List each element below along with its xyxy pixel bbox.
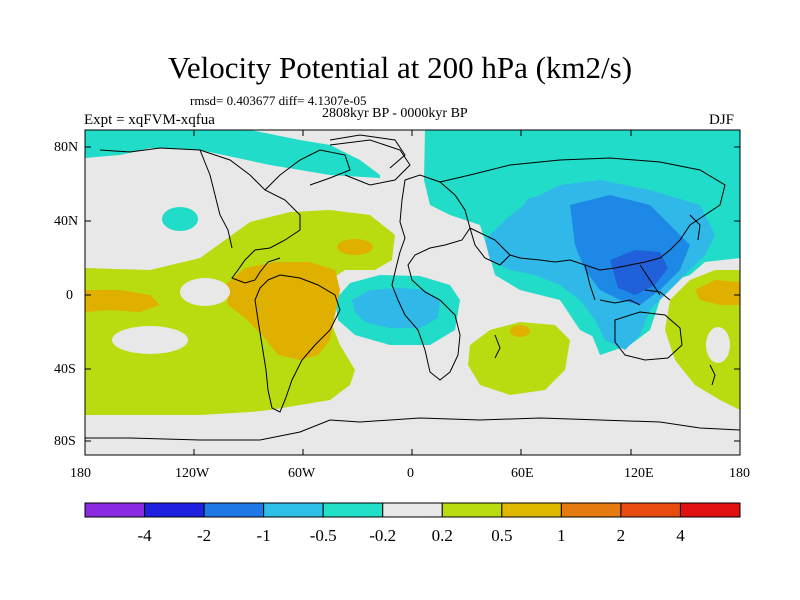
colorbar-box-6: [441, 502, 503, 518]
field-neutral-pacific-hole-2: [180, 278, 230, 306]
colorbar-label-6: 0.5: [491, 526, 512, 545]
field-neutral-pacific-hole: [112, 326, 188, 354]
colorbar-label-8: 2: [617, 526, 626, 545]
experiment-label: Expt = xqFVM-xqfua: [84, 112, 215, 128]
stats-label: rmsd= 0.403677 diff= 4.1307e-05: [190, 93, 367, 108]
period-label: 2808kyr BP - 0000kyr BP: [322, 106, 468, 121]
colorbar-box-8: [560, 502, 622, 518]
x-label-180w: 180: [70, 466, 91, 481]
y-label-40s: 40S: [54, 362, 76, 377]
x-label-120e: 120E: [624, 466, 654, 481]
field-neutral-east-pacific-hole: [706, 327, 730, 363]
colorbar-box-0: [84, 502, 146, 518]
field-pos-0-2-indian: [468, 322, 570, 395]
colorbar-label-2: -1: [257, 526, 271, 545]
colorbar-label-4: -0.2: [369, 526, 396, 545]
x-label-60e: 60E: [511, 466, 534, 481]
x-label-180e: 180: [729, 466, 750, 481]
colorbar-box-2: [203, 502, 265, 518]
field-neg-0-2-arctic: [85, 130, 380, 178]
field-neg-2-asia: [610, 250, 668, 295]
colorbar-box-4: [322, 502, 384, 518]
y-label-40n: 40N: [54, 214, 79, 229]
x-label-120w: 120W: [175, 466, 210, 481]
season-label: DJF: [709, 112, 735, 128]
field-pos-0-5-east-pacific: [695, 280, 740, 305]
colorbar-label-0: -4: [137, 526, 152, 545]
field-pos-0-5-samerica: [225, 262, 340, 360]
y-label-0: 0: [66, 288, 73, 303]
field-neg-0-2-pacific-blob: [162, 207, 198, 231]
colorbar-label-9: 4: [676, 526, 685, 545]
colorbar-box-1: [144, 502, 205, 518]
colorbar-box-10: [679, 502, 741, 518]
map-title: Velocity Potential at 200 hPa (km2/s): [167, 50, 633, 85]
coastlines: [85, 134, 740, 441]
axis-ticks: [85, 130, 740, 455]
field-pos-0-5-pacific: [85, 290, 160, 312]
colorbar-box-7: [501, 502, 562, 518]
colorbar-label-3: -0.5: [310, 526, 337, 545]
field-neg-0-5-atlantic: [352, 288, 440, 328]
colorbar-label-5: 0.2: [432, 526, 453, 545]
x-label-60w: 60W: [288, 466, 316, 481]
colorbar-box-9: [620, 502, 681, 518]
colorbar-label-1: -2: [197, 526, 211, 545]
field-neg-0-5-arabia: [525, 197, 545, 213]
colorbar-box-3: [263, 502, 324, 518]
y-label-80s: 80S: [54, 434, 76, 449]
field-pos-0-5-indian-blob: [510, 325, 530, 337]
field-pos-0-5-atlantic-blob: [337, 239, 373, 255]
colorbar-label-7: 1: [557, 526, 566, 545]
y-label-80n: 80N: [54, 140, 79, 155]
x-label-0: 0: [407, 466, 414, 481]
colorbar-box-5: [382, 502, 443, 518]
